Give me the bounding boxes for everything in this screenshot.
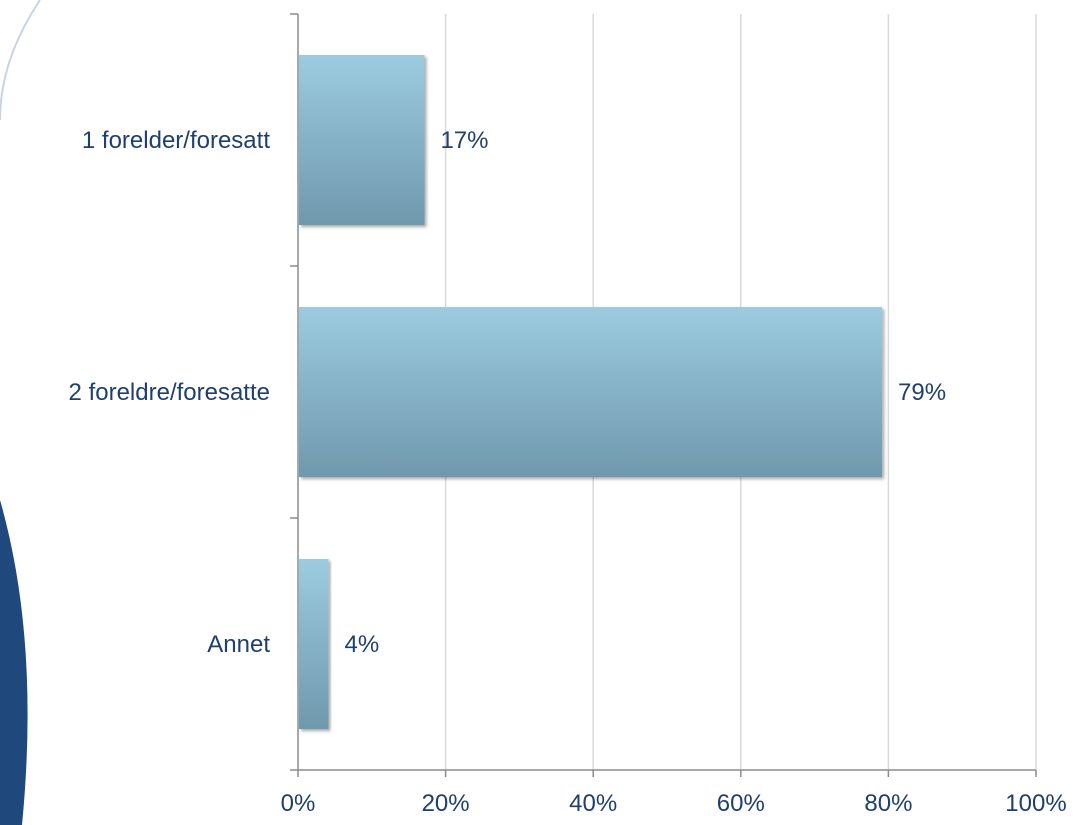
- data-label: 4%: [345, 631, 380, 658]
- decor-arc-line: [0, 0, 41, 121]
- x-tick-label: 80%: [864, 790, 912, 817]
- data-label: 79%: [898, 379, 946, 406]
- bars: [299, 55, 883, 729]
- labels: 0% 20% 40% 60% 80% 100% 1 forelder/foresatt 17%…: [69, 127, 1067, 817]
- bar: [299, 307, 883, 477]
- x-tick-label: 60%: [717, 790, 765, 817]
- axes: [290, 13, 1037, 777]
- x-tick-label: 20%: [422, 790, 470, 817]
- decor-dark-shape: [0, 500, 28, 825]
- category-label: Annet: [207, 631, 270, 658]
- data-label: 17%: [440, 127, 488, 154]
- x-tick-label: 100%: [1005, 790, 1066, 817]
- x-tick-label: 0%: [281, 790, 316, 817]
- bar: [299, 55, 425, 225]
- bar: [299, 559, 329, 729]
- category-label: 2 foreldre/foresatte: [69, 379, 270, 406]
- category-label: 1 forelder/foresatt: [82, 127, 270, 154]
- x-tick-label: 40%: [569, 790, 617, 817]
